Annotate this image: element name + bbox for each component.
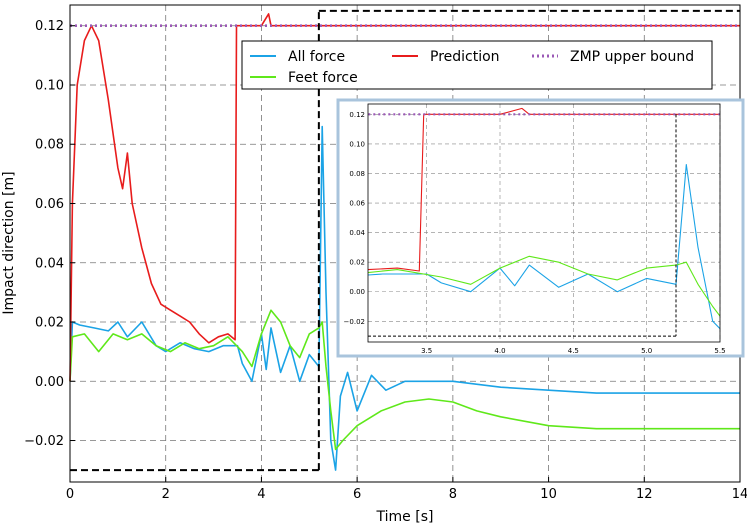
y-tick-label: 0.10 <box>35 78 64 93</box>
legend-label: ZMP upper bound <box>570 49 694 65</box>
legend: All force Feet force Prediction ZMP upper b… <box>241 40 713 90</box>
series-line-prediction <box>69 13 740 382</box>
y-tick-label: 0.06 <box>35 197 64 212</box>
legend-box <box>241 40 713 90</box>
inset-x-tick-label: 3.5 <box>421 347 432 355</box>
legend-label: Prediction <box>430 49 500 65</box>
x-tick-label: 10 <box>540 487 557 502</box>
inset-series-line-feet-force <box>368 255 720 318</box>
x-tick-label: 6 <box>353 487 361 502</box>
inset-x-tick-label: 5.5 <box>714 347 725 355</box>
y-tick-label: 0.00 <box>35 375 64 390</box>
x-tick-label: 8 <box>449 487 457 502</box>
inset-series <box>368 107 720 330</box>
inset-y-tick-label: 0.02 <box>349 259 365 267</box>
x-tick-label: 2 <box>162 487 170 502</box>
x-axis-label: Time [s] <box>376 509 434 525</box>
y-tick-label: 0.04 <box>35 256 64 271</box>
legend-label: All force <box>288 49 345 65</box>
inset-x-tick-label: 4.0 <box>494 347 505 355</box>
inset-series-line-prediction <box>368 107 720 272</box>
inset-y-tick-label: 0.10 <box>349 140 365 148</box>
y-axis-label: Impact direction [m] <box>1 171 17 314</box>
inset-x-tick-label: 5.0 <box>641 347 652 355</box>
zoom-box <box>70 9 740 472</box>
x-tick-label: 4 <box>257 487 265 502</box>
inset-y-tick-label: 0.08 <box>349 170 365 178</box>
inset-frame <box>336 98 745 358</box>
x-tick-label: 12 <box>636 487 653 502</box>
main-ticks: 0 2 4 6 8 10 12 14 −0.02 0.00 0.02 0.04 0.06 0.08 0.10… <box>24 19 747 502</box>
inset-zoom: 3.5 4.0 4.5 5.0 5.5 −0.02 0.00 0.02 0.04 0.06 0.08… <box>336 98 745 358</box>
x-tick-label: 0 <box>66 487 74 502</box>
inset-y-tick-label: 0.04 <box>349 229 365 237</box>
inset-y-tick-label: 0.12 <box>349 111 365 119</box>
inset-x-tick-label: 4.5 <box>568 347 579 355</box>
inset-y-tick-label: 0.06 <box>349 200 365 208</box>
inset-y-tick-label: 0.00 <box>349 288 365 296</box>
main-series <box>69 13 740 471</box>
x-tick-label: 14 <box>732 487 747 502</box>
y-tick-label: 0.02 <box>35 316 64 331</box>
inset-y-tick-label: −0.02 <box>344 318 365 326</box>
legend-label: Feet force <box>288 70 358 86</box>
y-tick-label: 0.12 <box>35 19 64 34</box>
inset-plot-frame <box>367 103 721 343</box>
y-tick-label: 0.08 <box>35 138 64 153</box>
series-line-feet-force <box>69 309 740 451</box>
y-tick-label: −0.02 <box>24 434 64 449</box>
